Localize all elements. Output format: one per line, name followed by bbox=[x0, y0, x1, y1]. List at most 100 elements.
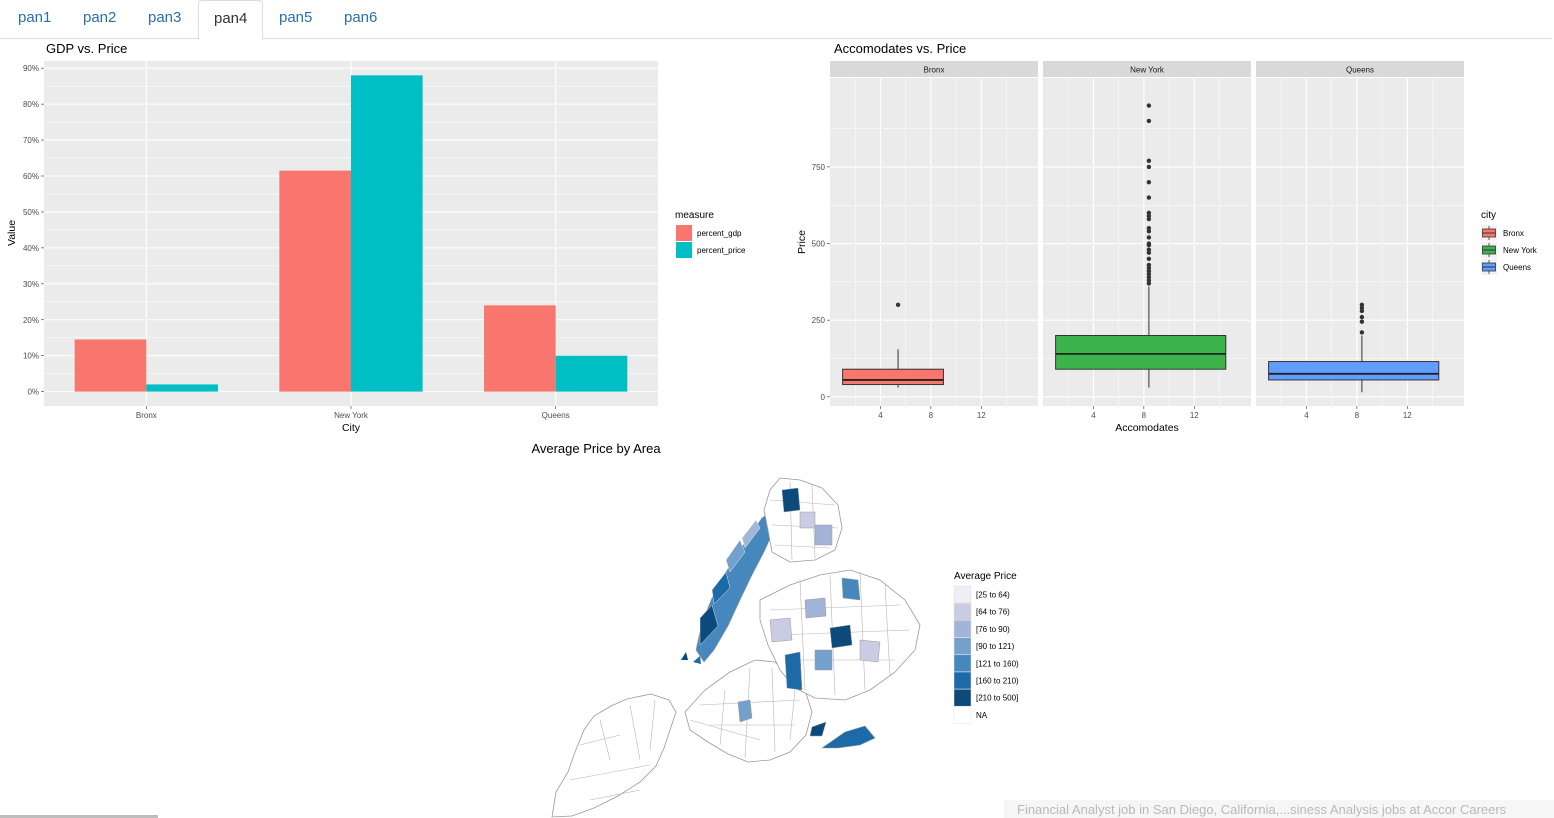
bar-xtick-label: Queens bbox=[542, 411, 570, 420]
box-outlier bbox=[1359, 302, 1365, 308]
facet-strip bbox=[1043, 61, 1251, 77]
box-outlier bbox=[1146, 250, 1152, 255]
box-queens bbox=[1268, 361, 1440, 381]
box-xtick-label: 12 bbox=[1190, 411, 1199, 420]
bar-ytick-label: 20% bbox=[23, 316, 39, 325]
box-outlier bbox=[1146, 158, 1152, 163]
bar-ytick-label: 0% bbox=[27, 388, 39, 397]
bar-ytick-label: 90% bbox=[23, 64, 39, 73]
queens-area-b bbox=[804, 597, 827, 619]
box-y-axis-label: Price bbox=[796, 230, 808, 254]
facet-strip-label: New York bbox=[1130, 66, 1165, 75]
map-legend-key bbox=[953, 602, 972, 621]
queens-area-a bbox=[829, 624, 853, 649]
map-legend-label: [121 to 160) bbox=[976, 659, 1019, 668]
horizontal-scrollbar[interactable] bbox=[0, 815, 158, 818]
map-legend-key bbox=[953, 637, 972, 655]
map-legend-title: Average Price bbox=[954, 571, 1017, 582]
bar-ytick-label: 30% bbox=[23, 280, 39, 289]
box-ytick-label: 250 bbox=[812, 316, 826, 325]
legend-label-percent-price: percent_price bbox=[697, 246, 746, 255]
manhattan-area-midtown bbox=[711, 571, 731, 605]
map-title: Average Price by Area bbox=[531, 441, 661, 456]
tab-pan4[interactable]: pan4 bbox=[198, 0, 264, 40]
bar-ytick-label: 10% bbox=[23, 352, 39, 361]
map-legend-label: [76 to 90) bbox=[976, 625, 1010, 634]
box-legend: city Bronx New York Queens bbox=[1481, 210, 1538, 275]
box-outlier bbox=[1359, 330, 1365, 335]
facet-strip bbox=[830, 61, 1038, 77]
manhattan-area-downtown bbox=[699, 604, 719, 646]
bar-y-axis-label: Value bbox=[6, 220, 18, 246]
bronx-area-b bbox=[814, 524, 833, 546]
bar-ytick-label: 40% bbox=[23, 244, 39, 253]
box-outlier bbox=[1146, 278, 1152, 283]
map-legend: Average Price [25 to 64) [64 to 76) [76 to… bbox=[953, 571, 1019, 724]
box-chart-title: Accomodates vs. Price bbox=[834, 41, 966, 56]
bar-xtick-label: New York bbox=[334, 411, 369, 420]
tab-pan2[interactable]: pan2 bbox=[83, 9, 117, 26]
box-legend-label-bronx: Bronx bbox=[1503, 229, 1524, 238]
footer-notification[interactable]: Financial Analyst job in San Diego, Cali… bbox=[1004, 800, 1554, 818]
facet-strip-label: Queens bbox=[1346, 66, 1374, 75]
bar-percent_gdp-queens bbox=[484, 305, 556, 392]
legend-key-percent-price bbox=[676, 242, 692, 258]
box-legend-title: city bbox=[1481, 210, 1496, 221]
tab-bar: pan1 pan2 pan3 pan4 pan5 pan6 bbox=[0, 0, 1552, 40]
box-outlier bbox=[1146, 247, 1152, 252]
box-xtick-label: 4 bbox=[878, 411, 883, 420]
tab-pan6[interactable]: pan6 bbox=[344, 9, 378, 26]
box-legend-label-new-york: New York bbox=[1503, 246, 1538, 255]
bar-x-axis-label: City bbox=[342, 422, 361, 434]
box-outlier bbox=[1146, 213, 1152, 219]
box-outlier bbox=[1146, 180, 1152, 185]
breezy-point-area bbox=[809, 721, 827, 737]
tab-pan1[interactable]: pan1 bbox=[18, 9, 52, 26]
staten-island bbox=[551, 693, 677, 818]
box-outlier bbox=[1146, 229, 1152, 234]
box-outlier bbox=[1359, 305, 1365, 311]
facet-panel bbox=[830, 78, 1038, 406]
box-outlier bbox=[1146, 195, 1152, 200]
island-a bbox=[681, 652, 688, 660]
bar-ytick-label: 70% bbox=[23, 136, 39, 145]
bar-ytick-label: 50% bbox=[23, 208, 39, 217]
map-legend-label: [64 to 76) bbox=[976, 608, 1010, 617]
bar-percent_gdp-new-york bbox=[279, 170, 351, 392]
box-xtick-label: 8 bbox=[929, 411, 934, 420]
queens-area-d bbox=[859, 639, 881, 663]
box-outlier bbox=[1359, 314, 1365, 320]
bronx-area-a bbox=[781, 487, 801, 513]
box-outlier bbox=[1146, 235, 1152, 240]
map-legend-label: NA bbox=[976, 711, 988, 720]
map-legend-key bbox=[953, 706, 972, 724]
box-outlier bbox=[1146, 118, 1152, 124]
map-legend-label: [25 to 64) bbox=[976, 591, 1010, 600]
map-legend-label: [90 to 121) bbox=[976, 642, 1015, 651]
rockaway-area bbox=[821, 725, 876, 749]
box-outlier bbox=[895, 302, 901, 308]
bar-percent_price-queens bbox=[555, 355, 628, 392]
box-xtick-label: 4 bbox=[1304, 411, 1309, 420]
tab-pan3[interactable]: pan3 bbox=[148, 9, 182, 26]
manhattan-area-harlem bbox=[741, 519, 761, 549]
box-outlier bbox=[1146, 256, 1152, 262]
box-outlier bbox=[1146, 241, 1152, 246]
box-ytick-label: 500 bbox=[812, 240, 826, 249]
queens-area-f bbox=[814, 649, 833, 671]
box-legend-label-queens: Queens bbox=[1503, 263, 1531, 272]
map-legend-label: [210 to 500] bbox=[976, 694, 1018, 703]
box-outlier bbox=[1146, 265, 1152, 271]
box-outlier bbox=[1146, 275, 1152, 280]
tab-pan5[interactable]: pan5 bbox=[279, 9, 313, 26]
bar-ytick-label: 60% bbox=[23, 172, 39, 181]
nyc-area-map bbox=[551, 477, 921, 818]
average-price-map: Average Price by Area bbox=[531, 441, 1019, 818]
bar-legend-title: measure bbox=[675, 210, 714, 221]
accomodates-vs-price-chart: Accomodates vs. Price Bronx 4 8 12 New York 4… bbox=[796, 41, 1538, 434]
legend-key-percent-gdp bbox=[676, 225, 692, 241]
bar-percent_price-new-york bbox=[351, 75, 423, 392]
bar-percent_price-bronx bbox=[146, 384, 218, 392]
box-outlier bbox=[1146, 103, 1152, 108]
